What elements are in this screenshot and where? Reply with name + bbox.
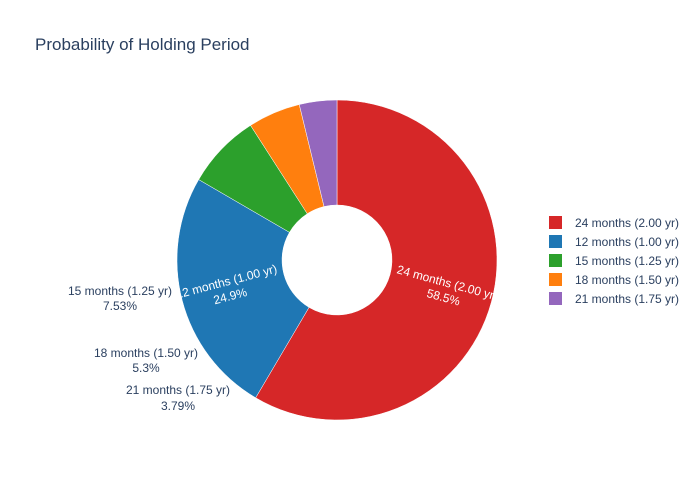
legend-label: 21 months (1.75 yr) xyxy=(575,292,679,306)
legend-item-15-months-1-25-yr[interactable]: 15 months (1.25 yr) xyxy=(549,254,679,268)
slice-12-months-1-00-yr[interactable] xyxy=(176,179,310,399)
legend[interactable]: 24 months (2.00 yr) 12 months (1.00 yr) 15… xyxy=(549,216,679,306)
chart-title: Probability of Holding Period xyxy=(35,35,250,54)
legend-label: 15 months (1.25 yr) xyxy=(575,254,679,268)
legend-label: 12 months (1.00 yr) xyxy=(575,235,679,249)
legend-swatch xyxy=(549,235,562,248)
legend-swatch xyxy=(549,216,562,229)
legend-item-12-months-1-00-yr[interactable]: 12 months (1.00 yr) xyxy=(549,235,679,249)
legend-item-24-months-2-00-yr[interactable]: 24 months (2.00 yr) xyxy=(549,216,679,230)
legend-swatch xyxy=(549,254,562,267)
slice-label-21-months-1-75-yr: 21 months (1.75 yr) 3.79% xyxy=(126,383,230,413)
legend-swatch xyxy=(549,292,562,305)
legend-label: 24 months (2.00 yr) xyxy=(575,216,679,230)
slice-24-months-2-00-yr[interactable] xyxy=(255,99,498,421)
slices-group xyxy=(176,99,498,421)
slice-label-18-months-1-50-yr: 18 months (1.50 yr) 5.3% xyxy=(94,346,198,375)
legend-item-21-months-1-75-yr[interactable]: 21 months (1.75 yr) xyxy=(549,292,679,306)
slice-21-months-1-75-yr[interactable] xyxy=(298,99,338,207)
legend-swatch xyxy=(549,273,562,286)
slice-label-15-months-1-25-yr: 15 months (1.25 yr) 7.53% xyxy=(68,284,172,313)
legend-item-18-months-1-50-yr[interactable]: 18 months (1.50 yr) xyxy=(549,273,679,287)
legend-label: 18 months (1.50 yr) xyxy=(575,273,679,287)
